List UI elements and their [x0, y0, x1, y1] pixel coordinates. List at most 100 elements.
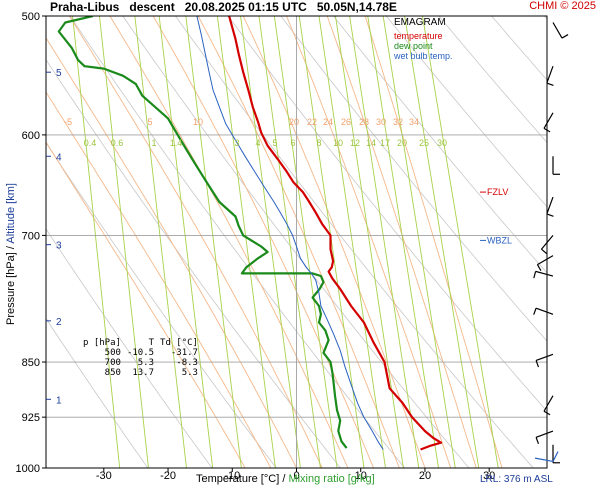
mixing-ratio-line — [72, 16, 121, 468]
mixing-ratio-label: 3 — [234, 138, 239, 148]
temperature-label: 32 — [393, 117, 403, 127]
wind-barb-flag — [533, 271, 537, 279]
mixing-ratio-label: 0.6 — [111, 138, 124, 148]
wind-barb-staff — [535, 430, 554, 438]
pressure-tick-label: 700 — [22, 230, 40, 242]
x-tick-label: 20 — [419, 470, 431, 482]
mixing-ratio-line — [382, 16, 456, 468]
mixing-ratio-label: 1 — [151, 138, 156, 148]
moist-adiabat — [69, 16, 323, 468]
wind-barb-staff — [535, 307, 554, 315]
wind-barb-flag — [546, 82, 554, 87]
series-line-dew-point — [57, 16, 348, 449]
sounding-mode: descent — [129, 0, 175, 14]
altitude-tick-label: 5 — [56, 68, 62, 79]
mixing-ratio-line — [367, 16, 439, 468]
table-cell: 5.3 — [181, 368, 198, 378]
pressure-tick-label: 600 — [22, 130, 40, 142]
mixing-ratio-label: 17 — [380, 138, 390, 148]
table-header-row: p [hPa] T Td [°C] — [80, 338, 201, 348]
moist-adiabat — [46, 37, 297, 468]
x-tick-label: -10 — [224, 470, 240, 482]
dry-adiabat — [46, 142, 277, 468]
mixing-ratio-label: 10 — [333, 138, 343, 148]
temperature-label: 20 — [289, 117, 299, 127]
mixing-ratio-line — [134, 16, 187, 468]
wind-barb-flag — [543, 410, 551, 416]
axis-separator: / — [282, 473, 286, 485]
grid-layer — [46, 16, 547, 468]
table-row: 700 5.3 -8.3 — [80, 358, 201, 368]
moist-adiabat — [326, 16, 477, 468]
wind-barbs — [533, 22, 569, 464]
sounding-datetime: 20.08.2025 01:15 UTC — [184, 0, 307, 14]
wind-barb-flag — [541, 248, 548, 255]
temperature-label: 24 — [323, 117, 333, 127]
table-cell: 13.7 — [132, 368, 155, 378]
moist-adiabat — [286, 16, 452, 468]
series-line-temperature — [228, 16, 443, 451]
wind-barb-staff — [543, 395, 554, 412]
dry-adiabat — [122, 16, 470, 468]
table-cell: 5.3 — [137, 358, 155, 368]
lrl-label: LRL: 376 m ASL — [480, 474, 553, 485]
moist-adiabat — [152, 16, 375, 468]
temperature-axis-title: Temperature [°C] — [196, 473, 280, 485]
moist-adiabat — [109, 16, 349, 468]
temperature-label: 28 — [359, 117, 369, 127]
dry-adiabat — [46, 228, 213, 468]
temperature-label: 10 — [193, 117, 203, 127]
temperature-label: 26 — [341, 117, 351, 127]
mixing-ratio-label: 5 — [272, 138, 277, 148]
series-layer — [57, 16, 443, 451]
table-cell: -10.5 — [126, 348, 155, 358]
mixing-ratio-label: 1.4 — [170, 138, 183, 148]
mixing-ratio-line — [273, 16, 338, 468]
mixing-ratio-line — [422, 16, 499, 468]
mixing-ratio-line — [298, 16, 365, 468]
chart-legend: EMAGRAM temperature dew point wet bulb t… — [394, 17, 490, 62]
mixing-ratio-line — [318, 16, 386, 468]
mixing-ratio-line — [240, 16, 301, 468]
moist-adiabat — [46, 91, 272, 468]
x-tick-label: -20 — [160, 470, 176, 482]
table-row: 500 -10.5 -31.7 — [80, 348, 201, 358]
wind-barb-flag — [546, 213, 554, 217]
altitude-tick-label: 4 — [56, 152, 62, 163]
dry-adiabat — [333, 16, 547, 274]
wind-barb-staff — [535, 353, 554, 362]
wind-barb-staff — [543, 112, 554, 129]
wbzl-label: WBZL — [487, 235, 512, 245]
altitude-axis-title: Altitude [km] — [5, 183, 17, 244]
temperature-label: 30 — [376, 117, 386, 127]
x-axis-title: Temperature [°C] / Mixing ratio [g/kg] — [196, 473, 375, 485]
table-cell: 500 — [104, 348, 121, 358]
wind-barb-staff — [552, 22, 563, 39]
temperature-label: 5 — [147, 117, 152, 127]
fzlv-label: FZLV — [487, 187, 508, 197]
summary-table: p [hPa] T Td [°C] 500 -10.5 -31.7 700 5.… — [80, 338, 201, 378]
axis-separator: / — [5, 246, 17, 250]
wind-barb-staff — [534, 457, 554, 463]
legend-title: EMAGRAM — [394, 17, 446, 28]
mixing-ratio-label: 20 — [397, 138, 407, 148]
table-row: 850 13.7 5.3 — [80, 368, 201, 378]
mixing-ratio-label: 8 — [316, 138, 321, 148]
legend-item-dew-point: dew point — [394, 41, 433, 51]
mixing-ratio-line — [185, 16, 242, 468]
annotation-layer: -5 5 10 20 22 24 26 28 30 32 340.4 0.6 1 1.4 3 4 5 6 8 10 12… — [64, 117, 512, 245]
station-coords: 50.05N,14.78E — [316, 0, 397, 14]
copyright-label: CHMI © 2025 — [529, 0, 596, 12]
table-header: Td [°C] — [160, 338, 198, 348]
mixing-ratio-label: 0.4 — [84, 138, 97, 148]
temperature-label: 22 — [307, 117, 317, 127]
wind-barb-flag — [533, 307, 537, 315]
pressure-axis-title: Pressure [hPa] — [5, 252, 17, 325]
moist-adiabat — [364, 16, 503, 468]
x-tick-label: 10 — [355, 470, 367, 482]
mixing-ratio-line — [216, 16, 276, 468]
mixing-ratio-label: 4 — [255, 138, 260, 148]
pressure-tick-label: 850 — [22, 357, 40, 369]
table-header: T — [148, 338, 155, 348]
y-axis-title: Pressure [hPa] / Altitude [km] — [5, 174, 17, 334]
